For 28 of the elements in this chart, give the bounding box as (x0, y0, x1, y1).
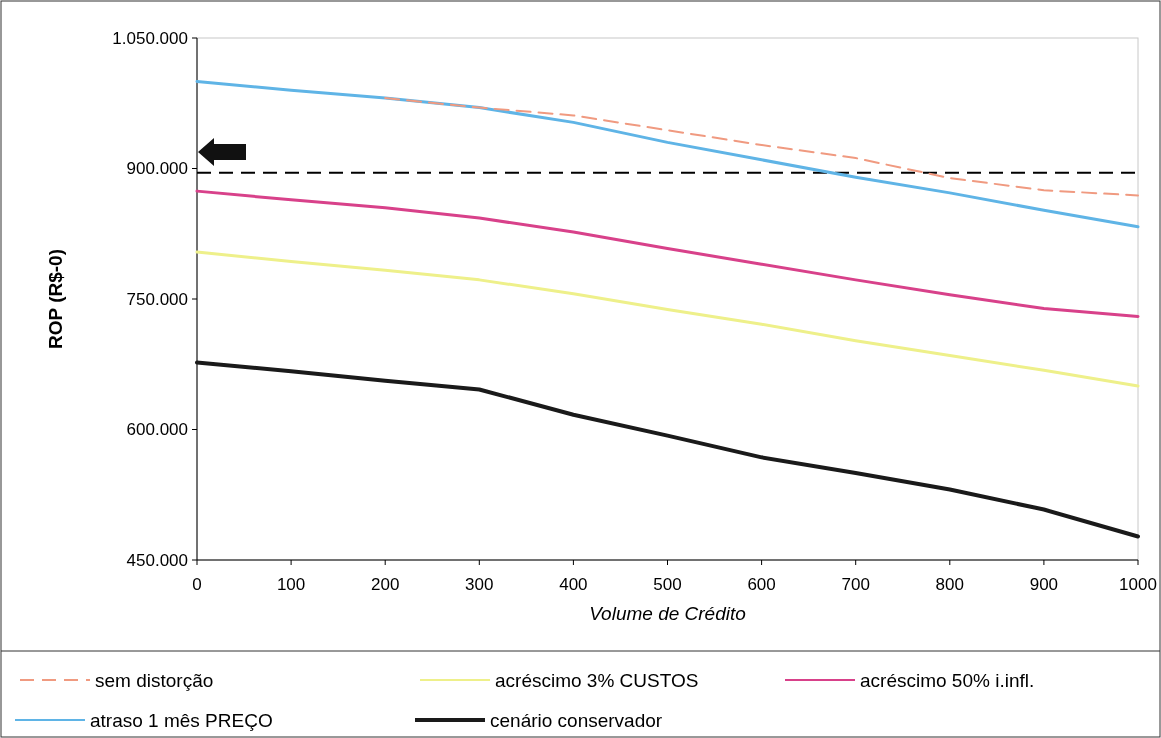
x-tick-label: 900 (1029, 575, 1059, 594)
legend-label: acréscimo 50% i.infl. (860, 669, 1035, 691)
legend-label: atraso 1 mês PREÇO (90, 709, 273, 731)
legend-label: sem distorção (95, 669, 214, 691)
x-tick-label: 600 (747, 575, 776, 594)
line-series (384, 97, 1139, 197)
y-tick-label: 900.000 (126, 159, 188, 179)
legend-label: cenário conservador (490, 709, 663, 731)
y-axis-title: ROP (R$-0) (45, 249, 66, 349)
y-tick-label: 600.000 (126, 420, 188, 440)
y-tick-label: 750.000 (126, 289, 188, 309)
line-series (195, 80, 1140, 229)
x-axis-title: Volume de Crédito (589, 603, 746, 624)
x-tick-label: 400 (559, 575, 588, 594)
x-tick-label: 100 (276, 575, 306, 594)
line-series (195, 189, 1140, 318)
x-tick-label: 1000 (1119, 575, 1157, 594)
line-series (195, 360, 1140, 539)
x-tick-label: 200 (371, 575, 400, 594)
y-tick-label: 1.050.000 (112, 28, 188, 48)
x-tick-label: 0 (192, 575, 202, 594)
line-series (195, 250, 1140, 388)
x-tick-label: 800 (935, 575, 964, 594)
legend-label: acréscimo 3% CUSTOS (495, 669, 699, 691)
x-tick-label: 500 (653, 575, 682, 594)
x-tick-label: 700 (841, 575, 870, 594)
x-tick-label: 300 (465, 575, 494, 594)
y-tick-label: 450.000 (126, 550, 188, 570)
